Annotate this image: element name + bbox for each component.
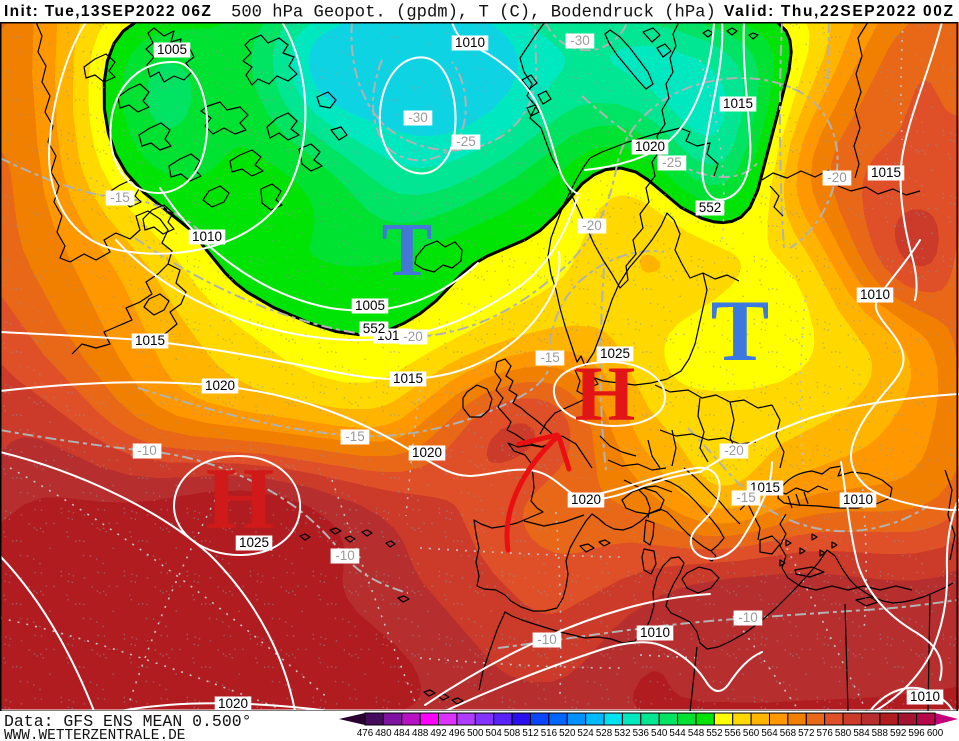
svg-text:552: 552 — [699, 200, 722, 215]
svg-text:508: 508 — [504, 728, 521, 739]
svg-text:T: T — [382, 208, 433, 292]
svg-text:1020: 1020 — [571, 492, 601, 507]
svg-text:-25: -25 — [662, 155, 682, 170]
svg-text:1015: 1015 — [393, 371, 423, 386]
svg-text:1025: 1025 — [239, 535, 269, 550]
svg-text:536: 536 — [633, 728, 650, 739]
svg-text:580: 580 — [835, 728, 852, 739]
svg-text:484: 484 — [394, 728, 411, 739]
svg-text:1010: 1010 — [640, 625, 670, 640]
svg-text:500 hPa Geopot. (gpdm), T (C),: 500 hPa Geopot. (gpdm), T (C), Bodendruc… — [231, 4, 716, 23]
svg-text:592: 592 — [890, 728, 906, 739]
svg-text:1020: 1020 — [205, 378, 235, 393]
svg-text:492: 492 — [430, 728, 446, 739]
svg-text:T: T — [711, 283, 770, 380]
svg-text:1015: 1015 — [723, 96, 753, 111]
svg-text:516: 516 — [541, 728, 558, 739]
svg-text:-20: -20 — [827, 170, 847, 185]
svg-text:1010: 1010 — [843, 492, 873, 507]
svg-text:-10: -10 — [537, 632, 557, 647]
svg-text:552: 552 — [363, 321, 386, 336]
svg-text:-15: -15 — [345, 429, 365, 444]
svg-text:548: 548 — [688, 728, 705, 739]
svg-text:596: 596 — [908, 728, 925, 739]
svg-text:-10: -10 — [137, 443, 157, 458]
svg-text:1020: 1020 — [635, 139, 665, 154]
svg-text:1005: 1005 — [355, 298, 385, 313]
svg-text:-15: -15 — [110, 190, 130, 205]
svg-text:-30: -30 — [408, 110, 428, 125]
svg-text:488: 488 — [412, 728, 429, 739]
svg-text:500: 500 — [467, 728, 484, 739]
svg-text:504: 504 — [486, 728, 503, 739]
svg-text:-20: -20 — [724, 443, 744, 458]
svg-text:532: 532 — [614, 728, 630, 739]
svg-text:-30: -30 — [570, 33, 590, 48]
svg-text:-25: -25 — [456, 134, 476, 149]
svg-text:552: 552 — [706, 728, 722, 739]
svg-text:Data: GFS ENS MEAN 0.500°: Data: GFS ENS MEAN 0.500° — [4, 712, 252, 731]
svg-text:1025: 1025 — [600, 346, 630, 361]
svg-text:-20: -20 — [582, 218, 602, 233]
svg-text:1015: 1015 — [871, 165, 901, 180]
svg-text:556: 556 — [725, 728, 742, 739]
svg-text:588: 588 — [872, 728, 889, 739]
svg-text:540: 540 — [651, 728, 668, 739]
svg-text:1015: 1015 — [135, 333, 165, 348]
svg-text:520: 520 — [559, 728, 576, 739]
svg-text:-15: -15 — [736, 490, 756, 505]
svg-text:1010: 1010 — [192, 229, 222, 244]
svg-text:1020: 1020 — [412, 445, 442, 460]
svg-text:-20: -20 — [403, 329, 423, 344]
svg-text:1010: 1010 — [860, 287, 890, 302]
svg-text:476: 476 — [357, 728, 374, 739]
svg-text:-10: -10 — [738, 610, 758, 625]
svg-text:524: 524 — [577, 728, 594, 739]
svg-text:560: 560 — [743, 728, 760, 739]
svg-text:Init: Tue,13SEP2022 06Z: Init: Tue,13SEP2022 06Z — [4, 3, 212, 20]
svg-text:528: 528 — [596, 728, 613, 739]
svg-text:584: 584 — [853, 728, 870, 739]
svg-text:-15: -15 — [540, 350, 560, 365]
svg-text:512: 512 — [522, 728, 538, 739]
svg-text:480: 480 — [375, 728, 392, 739]
svg-text:496: 496 — [449, 728, 466, 739]
svg-text:Valid: Thu,22SEP2022 00Z: Valid: Thu,22SEP2022 00Z — [724, 3, 955, 20]
svg-text:H: H — [575, 350, 636, 437]
svg-text:H: H — [206, 451, 274, 548]
svg-text:600: 600 — [927, 728, 944, 739]
svg-text:564: 564 — [761, 728, 778, 739]
svg-text:568: 568 — [780, 728, 797, 739]
svg-text:572: 572 — [798, 728, 814, 739]
svg-text:1010: 1010 — [455, 35, 485, 50]
svg-text:1010: 1010 — [910, 689, 940, 704]
svg-text:1005: 1005 — [157, 42, 187, 57]
svg-text:1020: 1020 — [218, 696, 248, 711]
svg-text:-10: -10 — [335, 548, 355, 563]
svg-text:WWW.WETTERZENTRALE.DE: WWW.WETTERZENTRALE.DE — [4, 728, 185, 741]
svg-text:544: 544 — [669, 728, 686, 739]
svg-text:576: 576 — [817, 728, 834, 739]
